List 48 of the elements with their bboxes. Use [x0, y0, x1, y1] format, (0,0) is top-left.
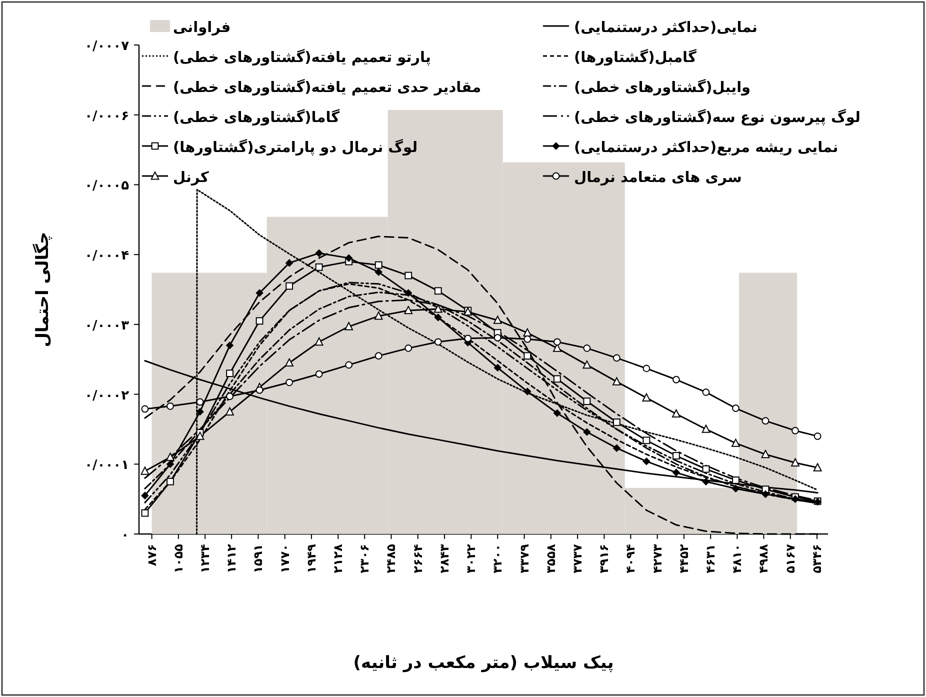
legend-label: (حداکثر درستنمایی)نمایی [574, 20, 758, 36]
legend-label: (گشتاورها)لوگ نرمال دو پارامتری [173, 138, 418, 156]
y-tick-label: ۰ [121, 528, 129, 543]
x-tick-label: ۲۴۸۵ [384, 544, 398, 574]
x-tick-label: ۱۲۳۴ [198, 544, 212, 574]
x-axis-title: پیک سیلاب (متر مکعب در ثانیه) [353, 653, 614, 673]
legend-label: (گشتاورهای خطی)پارتو تعمیم یافته [173, 48, 431, 66]
legend-label: (گشتاورهای خطی)گاما [173, 108, 340, 126]
x-tick-label: ۳۹۱۶ [597, 544, 612, 574]
x-tick-label: ۴۰۹۴ [624, 544, 638, 574]
x-tick-label: ۴۸۱۰ [730, 544, 744, 574]
x-tick-label: ۲۶۶۴ [410, 544, 425, 574]
legend-label: (گشتاورها)گامبل [574, 48, 697, 66]
legend-label: سری های متعامد نرمال [574, 170, 742, 186]
y-tick-label: ۰/۰۰۰۲ [84, 388, 130, 404]
x-tick-label: ۴۲۷۳ [650, 543, 664, 574]
x-tick-label: ۳۲۰۰ [490, 544, 505, 574]
x-tick-label: ۴۹۸۸ [756, 543, 771, 574]
y-tick-label: ۰/۰۰۰۴ [84, 248, 130, 264]
legend-label: (گشتاورهای خطی)لوگ پیرسون نوع سه [574, 108, 860, 126]
x-tick-label: ۱۰۵۵ [171, 544, 186, 574]
x-tick-label: ۴۴۵۲ [676, 543, 691, 574]
legend-label: کرنل [173, 170, 210, 186]
x-tick-label: ۳۳۷۹ [517, 543, 532, 574]
x-tick-label: ۱۷۷۰ [278, 544, 292, 574]
x-tick-label: ۱۹۴۹ [304, 543, 318, 574]
x-tick-label: ۵۳۴۶ [810, 544, 824, 574]
x-tick-label: ۲۸۴۳ [438, 543, 452, 574]
x-tick-label: ۴۶۳۱ [704, 544, 718, 574]
x-tick-label: ۲۳۰۶ [358, 544, 372, 574]
x-tick-label: ۲۱۲۸ [331, 543, 346, 574]
x-tick-label: ۵۱۶۷ [783, 543, 798, 574]
x-tick-label: ۳۵۵۸ [544, 543, 558, 574]
y-tick-label: ۰/۰۰۰۷ [84, 39, 130, 54]
x-tick-label: ۸۷۶ [144, 544, 159, 566]
legend-label: (حداکثر درستنمایی)نمایی ریشه مربع [574, 140, 838, 156]
y-tick-label: ۰/۰۰۰۱ [84, 458, 129, 474]
legend-label: فراوانی [173, 20, 231, 36]
x-tick-label: ۳۷۳۷ [570, 543, 585, 574]
legend-label: (گشتاورهای خطی)مقادیر حدی تعمیم یافته [173, 78, 482, 96]
y-axis-title: چگالی احتمال [32, 232, 53, 348]
x-tick-label: ۱۴۱۲ [224, 543, 239, 574]
y-tick-label: ۰/۰۰۰۳ [84, 318, 130, 334]
y-tick-label: ۰/۰۰۰۵ [84, 178, 130, 194]
legend-label: (گشتاورهای خطی)وایبل [574, 78, 751, 96]
x-tick-label: ۳۰۲۲ [464, 543, 478, 574]
x-tick-label: ۱۵۹۱ [251, 544, 266, 574]
y-tick-label: ۰/۰۰۰۶ [84, 108, 129, 124]
